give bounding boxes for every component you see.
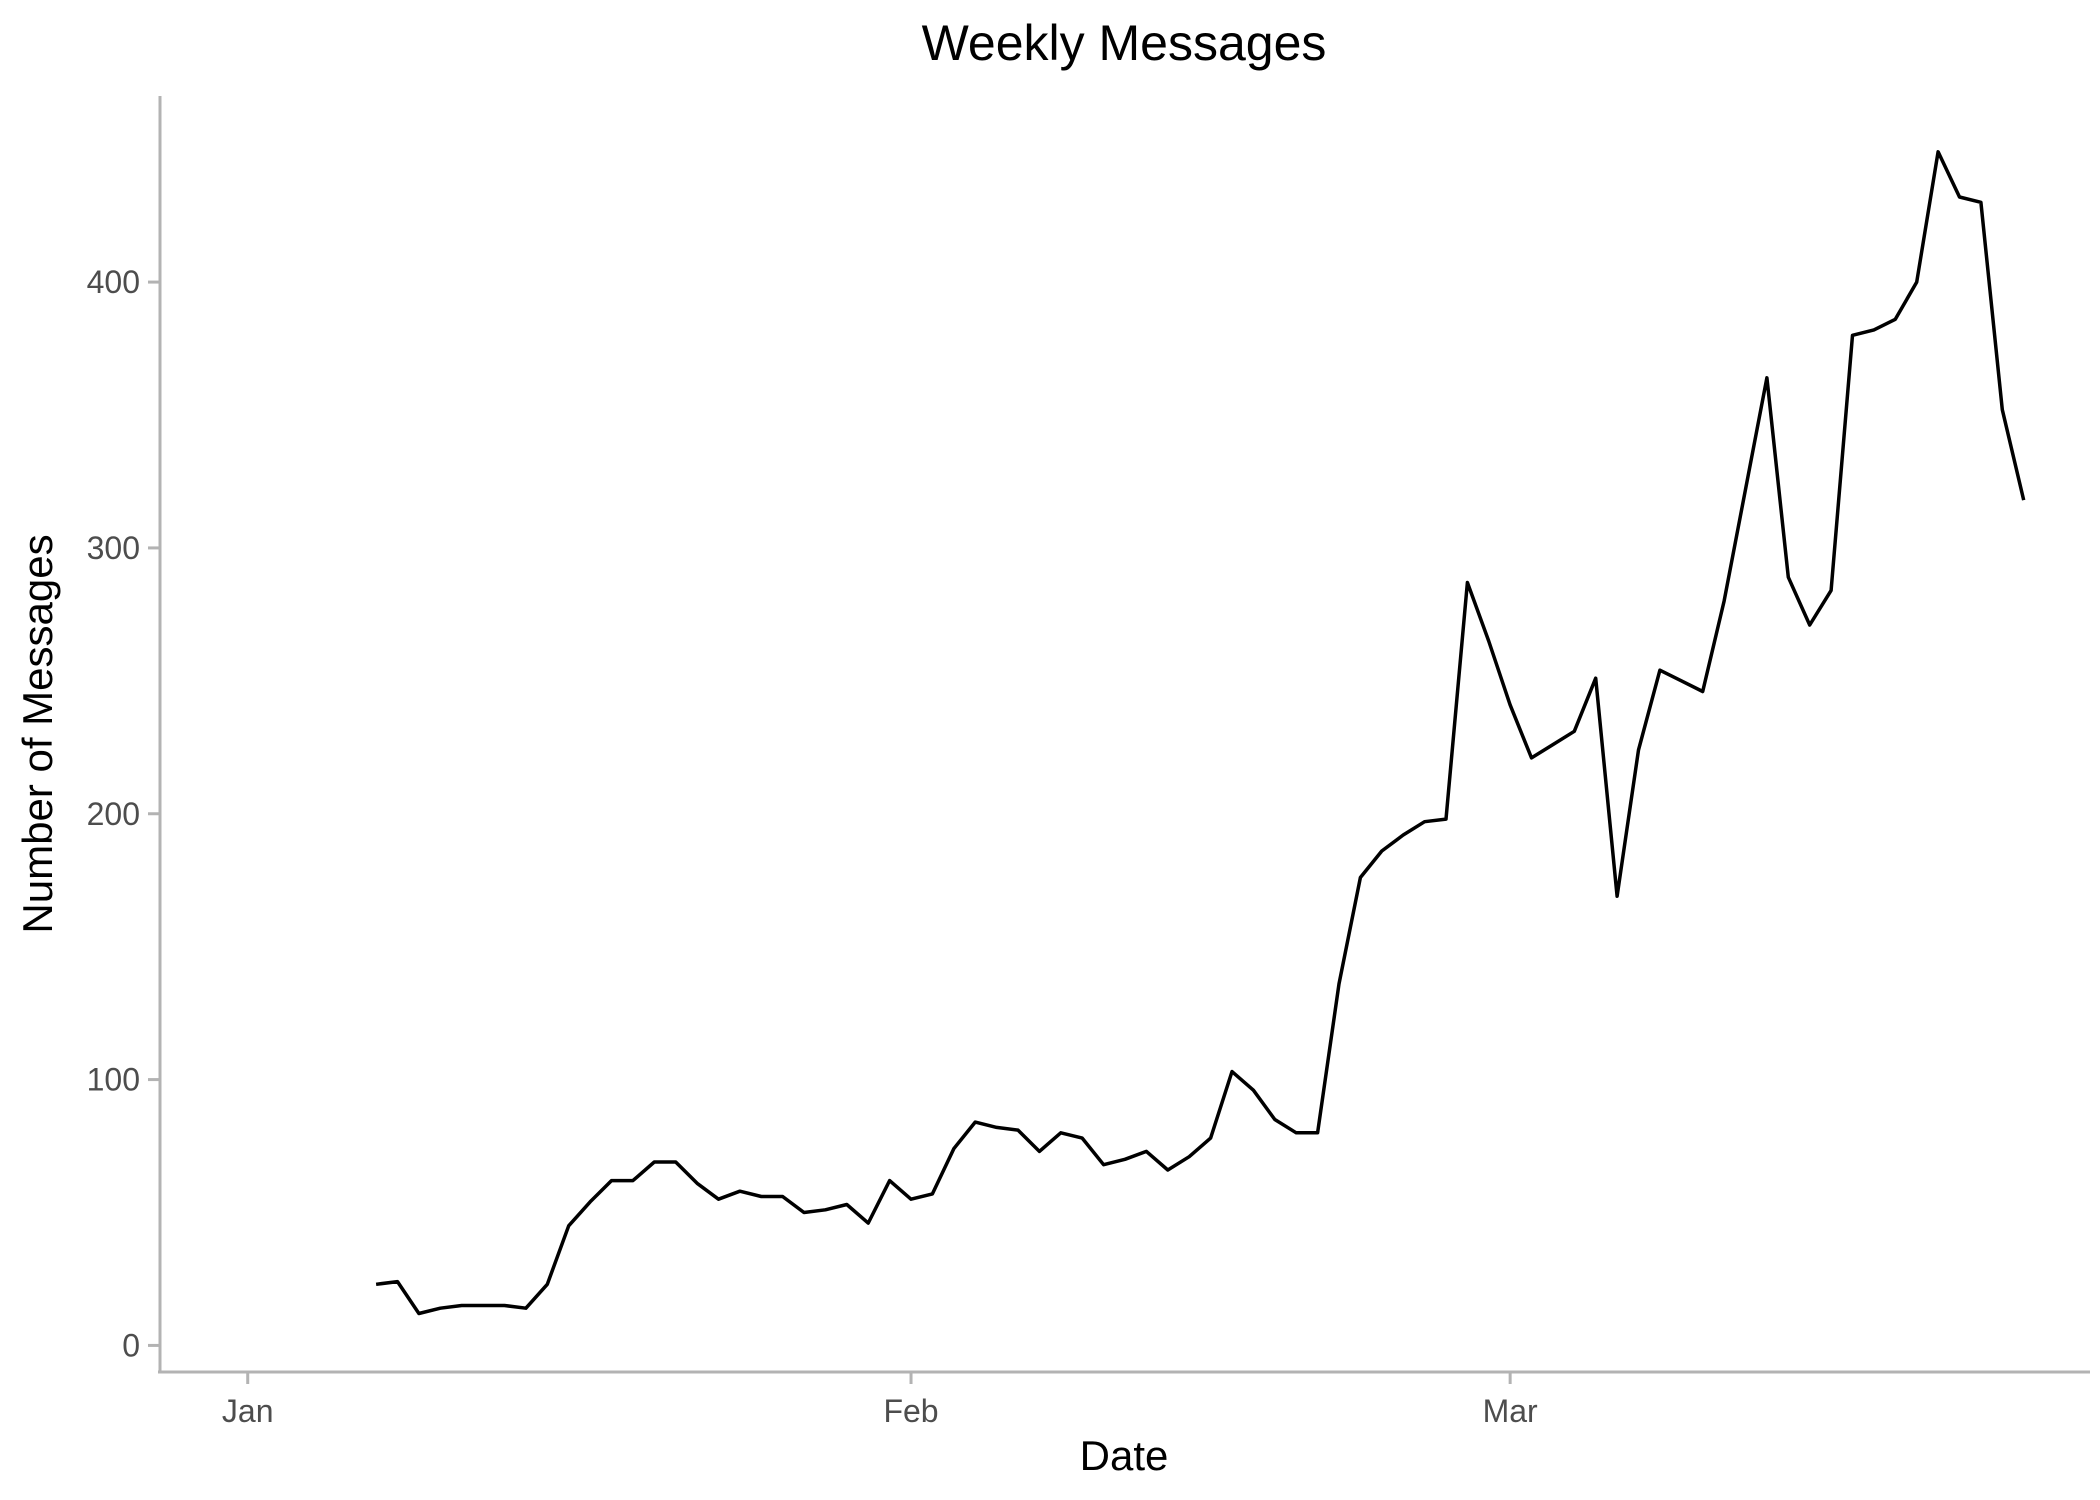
y-tick-label: 200: [87, 796, 140, 832]
x-axis: Jan Feb Mar: [158, 1372, 2090, 1429]
y-tick-label: 0: [122, 1327, 140, 1363]
chart-title: Weekly Messages: [922, 15, 1327, 71]
y-tick-label: 300: [87, 530, 140, 566]
x-tick-label: Feb: [883, 1393, 938, 1429]
y-tick-label: 100: [87, 1062, 140, 1098]
x-tick-label: Jan: [222, 1393, 274, 1429]
y-axis-title: Number of Messages: [14, 534, 61, 933]
series-line-weekly-messages: [376, 152, 2024, 1314]
y-axis: 0 100 200 300 400: [87, 96, 160, 1372]
x-tick-label: Mar: [1483, 1393, 1538, 1429]
x-axis-title: Date: [1080, 1432, 1169, 1479]
series-group: [376, 152, 2024, 1314]
y-tick-label: 400: [87, 264, 140, 300]
